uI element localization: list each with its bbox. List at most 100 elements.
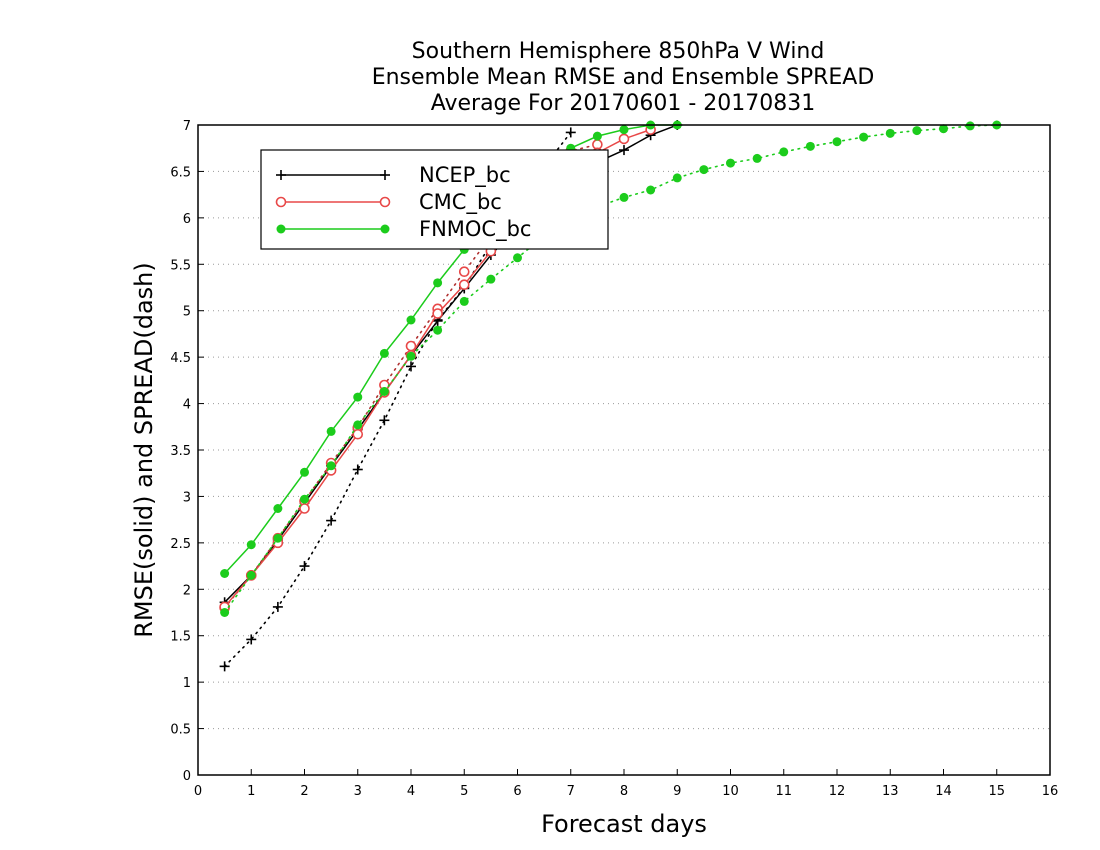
x-tick-label-12: 12 [829,784,846,799]
spread-point-FNMOC_bc-23 [832,137,842,147]
rmse-point-FNMOC_bc-3 [300,467,309,477]
spread-point-FNMOC_bc-11 [513,253,522,263]
spread-point-FNMOC_bc-17 [672,173,682,183]
spread-point-NCEP_bc-6 [379,415,390,426]
title-line-1: Southern Hemisphere 850hPa V Wind [412,39,825,64]
spread-point-NCEP_bc-0 [219,661,230,672]
spread-point-FNMOC_bc-8 [433,325,443,335]
spread-point-FNMOC_bc-20 [752,153,762,163]
x-tick-label-2: 2 [300,784,308,799]
y-tick-label-2: 1 [183,676,191,691]
x-axis-ticks: 0 1 2 3 4 5 6 7 8 9 10 11 12 13 14 15 16 [194,769,1058,799]
x-tick-label-0: 0 [194,784,202,799]
y-tick-label-12: 6 [183,212,191,227]
spread-point-FNMOC_bc-27 [939,124,948,134]
rmse-point-FNMOC_bc-14 [592,131,602,141]
spread-point-FNMOC_bc-18 [699,165,709,175]
spread-point-FNMOC_bc-16 [646,185,656,195]
legend-marker-right-FNMOC_bc [380,224,390,234]
rmse-point-FNMOC_bc-7 [406,315,416,325]
legend-marker-left-NCEP_bc [276,170,286,180]
gridlines [198,170,1050,730]
y-tick-label-0: 0 [183,769,191,784]
legend-box [260,149,609,250]
spread-point-FNMOC_bc-26 [912,126,922,136]
legend-label-FNMOC_bc: FNMOC_bc [419,217,531,242]
spread-point-FNMOC_bc-7 [406,351,416,361]
legend-marker-left-FNMOC_bc [276,224,286,234]
rmse-point-FNMOC_bc-5 [353,392,363,402]
spread-point-NCEP_bc-1 [246,634,257,645]
rmse-point-FNMOC_bc-2 [273,504,283,513]
y-axis-title: RMSE(solid) and SPREAD(dash) [130,262,158,638]
y-tick-label-3: 1.5 [170,630,191,645]
y-tick-label-5: 2.5 [170,537,191,552]
spread-point-FNMOC_bc-4 [326,461,336,471]
spread-point-FNMOC_bc-15 [619,192,629,202]
spread-point-FNMOC_bc-28 [965,121,975,131]
x-tick-label-6: 6 [513,784,521,799]
legend-marker-left-CMC_bc [275,196,287,208]
x-tick-label-10: 10 [722,784,739,799]
spread-point-NCEP_bc-7 [406,361,416,372]
y-tick-label-11: 5.5 [170,258,191,273]
y-tick-label-8: 4 [183,398,191,413]
spread-point-NCEP_bc-5 [352,464,363,475]
spread-point-FNMOC_bc-5 [353,420,363,430]
rmse-point-CMC_bc-15 [618,133,630,145]
legend-label-NCEP_bc: NCEP_bc [419,163,511,188]
spread-point-NCEP_bc-13 [565,127,576,138]
spread-point-FNMOC_bc-25 [885,128,895,138]
x-tick-label-5: 5 [460,784,468,799]
x-tick-label-7: 7 [567,784,575,799]
rmse-point-CMC_bc-5 [352,428,364,440]
legend-marker-right-CMC_bc [379,196,391,208]
spread-point-NCEP_bc-4 [326,515,337,526]
x-axis-title: Forecast days [541,810,707,838]
y-tick-label-6: 3 [183,490,191,505]
spread-point-FNMOC_bc-10 [486,274,496,284]
spread-point-FNMOC_bc-2 [273,533,283,543]
rmse-point-CMC_bc-9 [458,279,470,291]
spread-point-CMC_bc-9 [458,266,470,278]
rmse-point-FNMOC_bc-6 [379,348,389,358]
y-tick-label-1: 0.5 [170,723,191,738]
title-line-2: Ensemble Mean RMSE and Ensemble SPREAD [372,65,875,90]
x-tick-label-11: 11 [775,784,792,799]
spread-point-FNMOC_bc-24 [859,132,869,142]
spread-point-FNMOC_bc-6 [379,387,389,396]
y-tick-label-4: 2 [183,583,191,598]
x-tick-label-13: 13 [882,784,899,799]
x-tick-label-3: 3 [354,784,362,799]
spread-point-NCEP_bc-3 [299,561,310,572]
title-line-3: Average For 20170601 - 20170831 [431,91,816,116]
legend-label-CMC_bc: CMC_bc [419,190,502,215]
spread-point-FNMOC_bc-22 [805,141,815,151]
rmse-point-FNMOC_bc-4 [326,426,336,436]
x-tick-label-1: 1 [247,784,255,799]
spread-point-NCEP_bc-2 [272,601,283,612]
rmse-point-FNMOC_bc-15 [619,125,629,135]
chart-title: Southern Hemisphere 850hPa V Wind Ensemb… [372,39,875,116]
x-tick-label-16: 16 [1042,784,1059,799]
y-tick-label-14: 7 [183,119,191,134]
x-tick-label-4: 4 [407,784,415,799]
rmse-point-CMC_bc-3 [299,503,310,514]
y-tick-label-10: 5 [183,305,191,320]
spread-point-FNMOC_bc-0 [220,608,230,617]
y-tick-label-13: 6.5 [170,165,191,180]
spread-point-FNMOC_bc-19 [726,158,735,168]
rmse-point-NCEP_bc-15 [619,145,629,156]
rmse-point-CMC_bc-8 [432,308,443,319]
spread-point-FNMOC_bc-1 [246,570,256,580]
rmse-point-FNMOC_bc-8 [433,278,443,288]
rmse-line-FNMOC_bc [224,124,678,575]
x-tick-label-9: 9 [673,784,681,799]
x-tick-label-15: 15 [988,784,1005,799]
rmse-point-FNMOC_bc-1 [246,540,256,550]
spread-point-FNMOC_bc-9 [459,296,469,306]
x-tick-label-14: 14 [935,784,952,799]
y-tick-label-7: 3.5 [170,444,191,459]
